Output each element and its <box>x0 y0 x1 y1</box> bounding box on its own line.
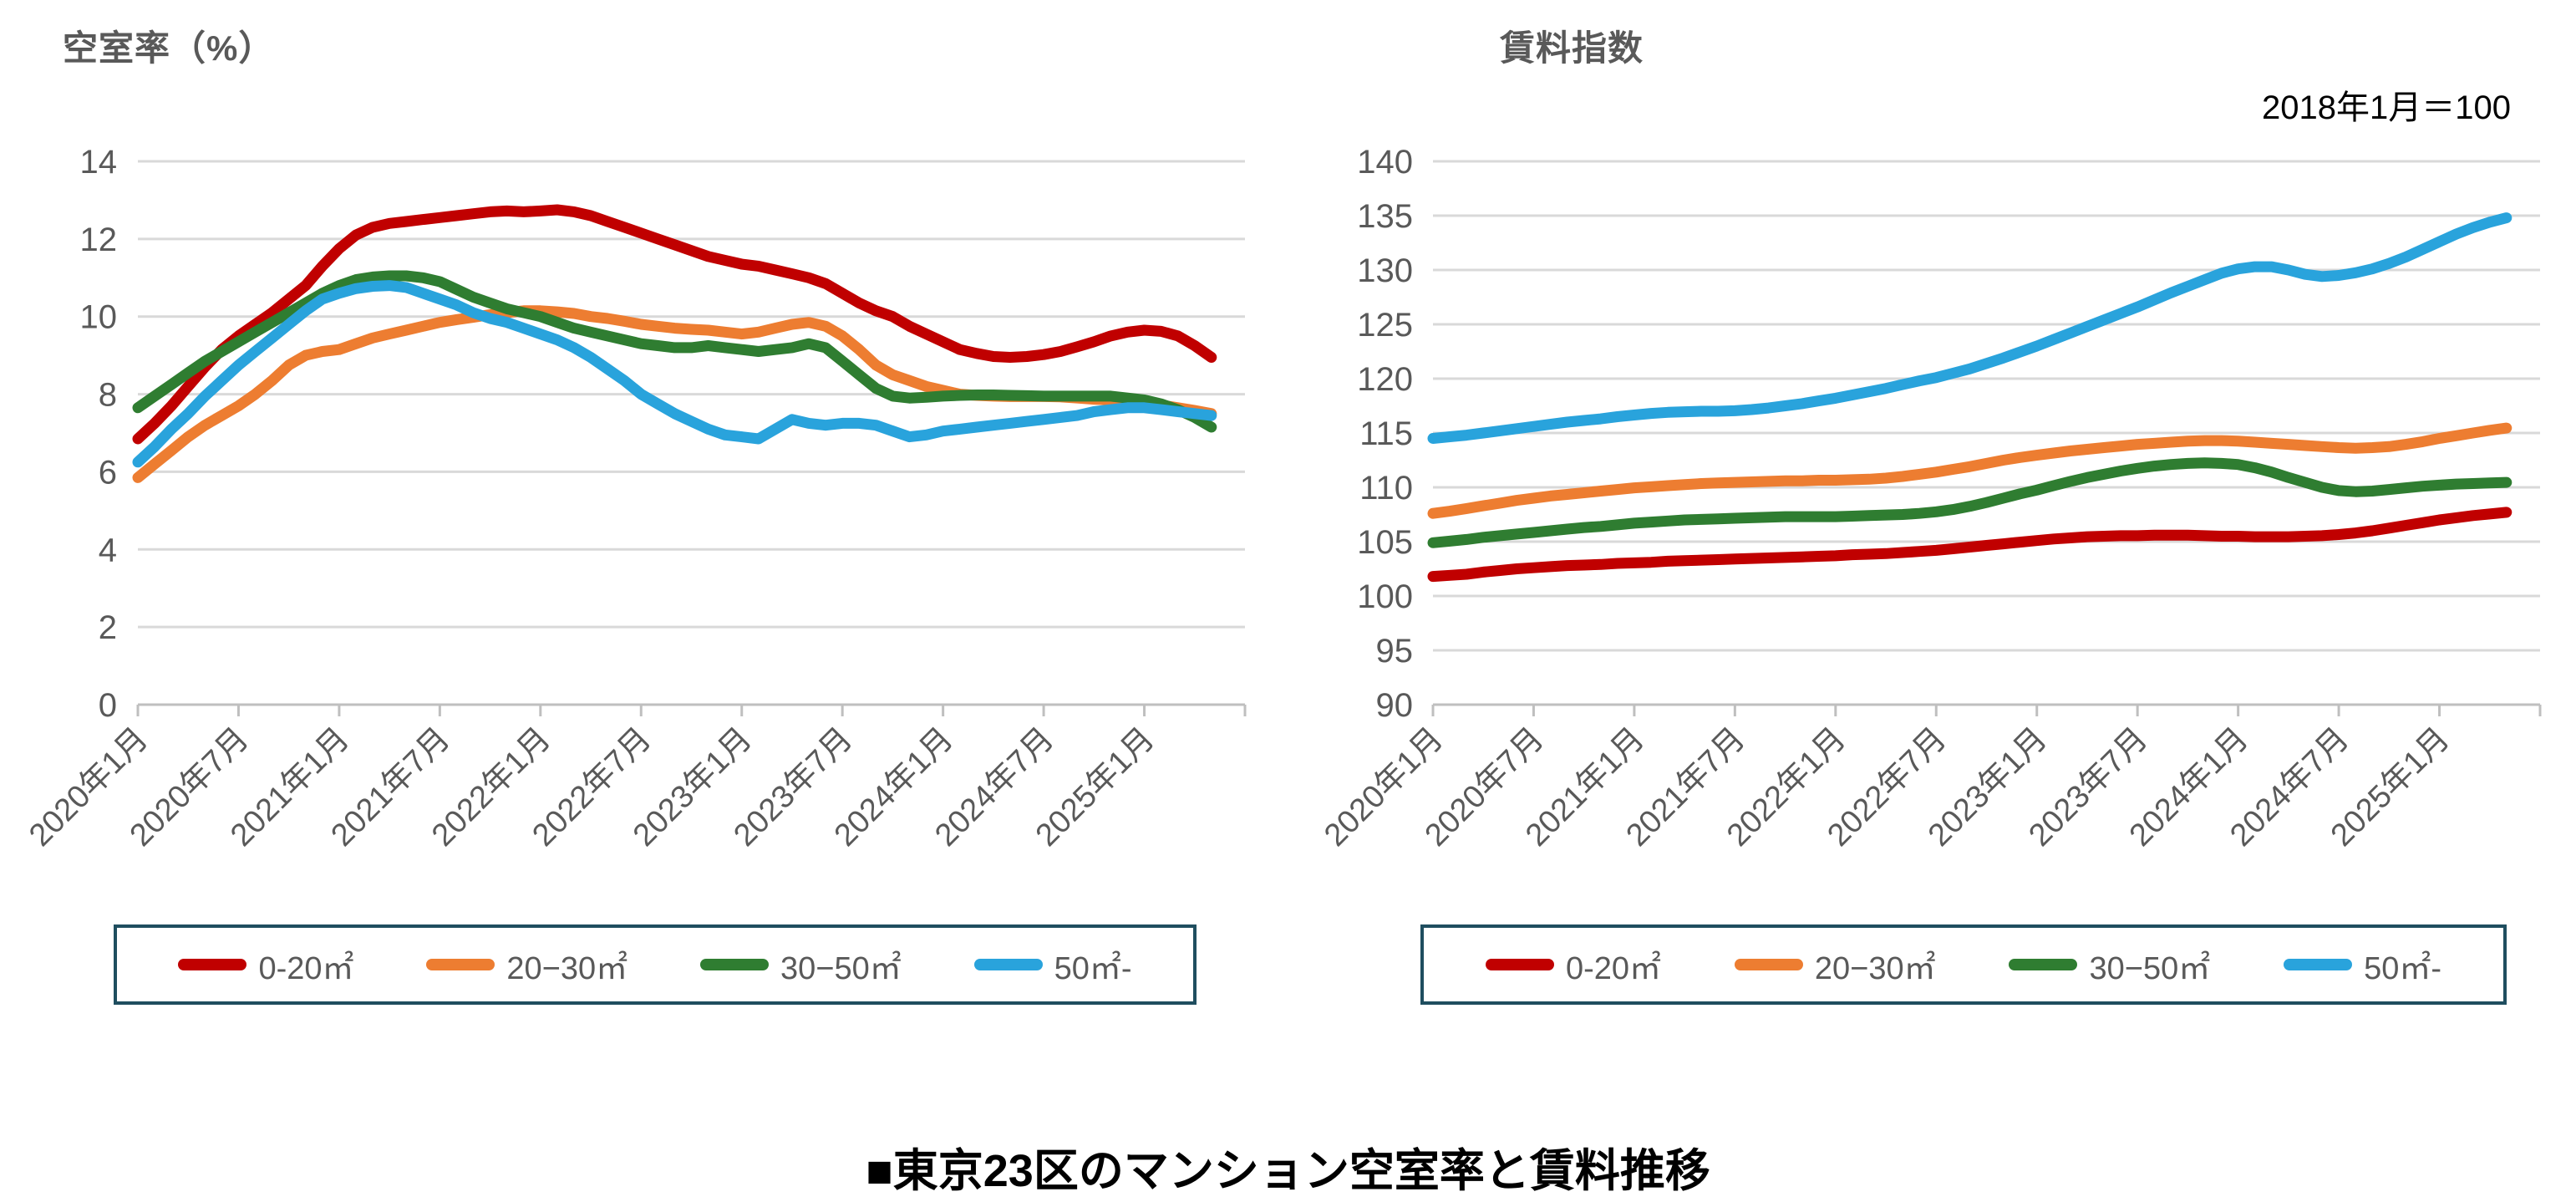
y-tick-label: 110 <box>1359 470 1413 507</box>
y-tick-label: 95 <box>1376 633 1414 670</box>
y-tick-label: 4 <box>99 532 117 568</box>
legend-line-swatch <box>426 959 495 970</box>
legend-label: 0-20㎡ <box>1565 950 1661 986</box>
legend-label: 30−50㎡ <box>2089 950 2211 986</box>
legend-item: 30−50㎡ <box>699 942 902 988</box>
series-line-30−50㎡ <box>1427 457 2512 548</box>
legend-line-swatch <box>1485 959 1554 970</box>
y-tick-label: 10 <box>80 299 118 336</box>
series-line-50㎡- <box>132 280 1217 468</box>
series-line-50㎡- <box>1427 212 2512 444</box>
y-tick-label: 140 <box>1357 144 1413 181</box>
legend-item: 50㎡- <box>973 942 1132 988</box>
legend-item: 30−50㎡ <box>2009 942 2210 988</box>
y-tick-label: 100 <box>1357 578 1413 615</box>
y-tick-label: 12 <box>80 222 118 258</box>
legend-label: 0-20㎡ <box>258 950 354 986</box>
series-line-20−30㎡ <box>1427 422 2512 519</box>
legend-label: 30−50㎡ <box>780 950 902 986</box>
y-tick-label: 6 <box>99 454 117 491</box>
vacancy-chart-legend: 0-20㎡ 20−30㎡ 30−50㎡ 50㎡- <box>114 924 1197 1005</box>
legend-line-swatch <box>2284 959 2353 970</box>
vacancy-chart-title: 空室率（%） <box>63 28 275 68</box>
legend-item: 20−30㎡ <box>426 942 627 988</box>
series-line-0-20㎡ <box>132 204 1217 445</box>
legend-line-swatch <box>699 959 769 970</box>
y-tick-label: 105 <box>1357 524 1413 561</box>
rent-index-chart-title: 賃料指数 <box>1500 28 1644 68</box>
legend-line-swatch <box>178 959 247 970</box>
vacancy-rate-chart: 024681012142020年1月2020年7月2021年1月2021年7月2… <box>23 144 1247 853</box>
y-tick-label: 120 <box>1357 361 1413 398</box>
legend-item: 0-20㎡ <box>1485 942 1661 988</box>
series-line-0-20㎡ <box>1427 507 2512 583</box>
legend-line-swatch <box>973 959 1043 970</box>
legend-line-swatch <box>2009 959 2078 970</box>
legend-line-swatch <box>1734 959 1803 970</box>
y-tick-label: 135 <box>1357 198 1413 235</box>
legend-label: 20−30㎡ <box>1814 950 1936 986</box>
y-tick-label: 14 <box>80 144 118 181</box>
legend-label: 50㎡- <box>1054 950 1132 986</box>
legend-label: 50㎡- <box>2364 950 2442 986</box>
y-tick-label: 8 <box>99 377 117 414</box>
y-tick-label: 115 <box>1359 415 1413 452</box>
y-tick-label: 0 <box>99 687 117 724</box>
legend-item: 0-20㎡ <box>178 942 354 988</box>
y-tick-label: 90 <box>1376 687 1414 724</box>
rent-index-chart-legend: 0-20㎡ 20−30㎡ 30−50㎡ 50㎡- <box>1420 924 2507 1005</box>
legend-item: 20−30㎡ <box>1734 942 1936 988</box>
rent-index-chart: 90951001051101151201251301351402020年1月20… <box>1318 144 2542 853</box>
y-tick-label: 125 <box>1357 307 1413 344</box>
rent-index-base-note: 2018年1月＝100 <box>2262 89 2511 126</box>
figure-caption: ■東京23区のマンション空室率と賃料推移 <box>866 1146 1710 1196</box>
legend-label: 20−30㎡ <box>506 950 628 986</box>
legend-item: 50㎡- <box>2284 942 2441 988</box>
y-tick-label: 2 <box>99 609 117 646</box>
y-tick-label: 130 <box>1357 252 1413 289</box>
